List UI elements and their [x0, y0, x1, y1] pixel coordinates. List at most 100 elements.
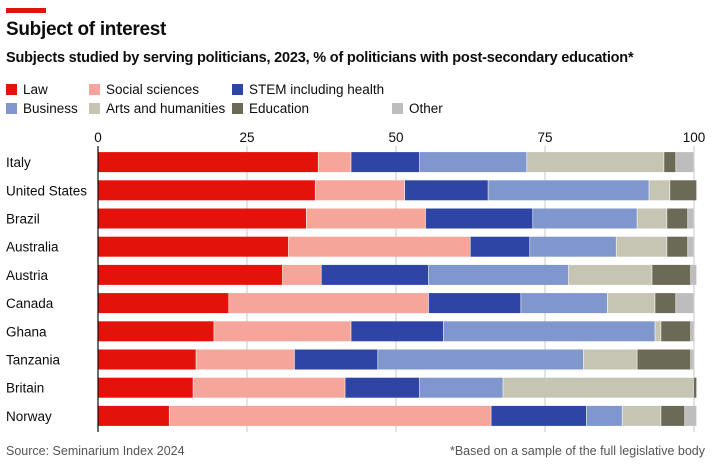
bar-social — [193, 377, 345, 398]
x-tick-label-100: 100 — [683, 130, 706, 145]
bar-business — [586, 405, 622, 426]
bar-arts — [622, 405, 661, 426]
bar-arts — [637, 208, 667, 229]
bar-law — [98, 236, 289, 257]
bar-other — [688, 208, 694, 229]
bar-other — [691, 321, 694, 342]
category-label: United States — [6, 183, 87, 198]
legend-item-arts-humanities: Arts and humanities — [89, 101, 225, 116]
legend-item-business: Business — [6, 101, 78, 116]
bar-business — [521, 293, 607, 314]
bar-social — [214, 321, 351, 342]
bar-business — [530, 236, 616, 257]
bar-business — [488, 180, 649, 201]
legend-item-law: Law — [6, 82, 48, 97]
bar-business — [419, 152, 527, 173]
bar-business — [378, 349, 584, 370]
bar-education — [661, 405, 685, 426]
bar-other — [691, 349, 694, 370]
category-label: Tanzania — [6, 353, 61, 368]
legend-item-other: Other — [392, 101, 443, 116]
legend-item-education: Education — [232, 101, 309, 116]
bar-arts — [503, 377, 694, 398]
category-label: Australia — [6, 240, 59, 255]
bar-social — [315, 180, 405, 201]
legend-label-other: Other — [409, 101, 443, 116]
category-label: Austria — [6, 268, 49, 283]
category-label: Ghana — [6, 324, 47, 339]
bar-law — [98, 377, 193, 398]
bar-social — [229, 293, 429, 314]
category-label: Italy — [6, 155, 31, 170]
bar-education — [667, 208, 688, 229]
x-tick-label-50: 50 — [388, 130, 403, 145]
bar-stem — [321, 264, 429, 285]
bar-stem — [428, 293, 521, 314]
bar-social — [169, 405, 491, 426]
bar-law — [98, 349, 196, 370]
legend-swatch-business — [6, 103, 17, 114]
x-tick-label-75: 75 — [537, 130, 552, 145]
legend-swatch-social-sciences — [89, 84, 100, 95]
legend-swatch-arts-humanities — [89, 103, 100, 114]
bar-stem — [470, 236, 530, 257]
legend-swatch-stem — [232, 84, 243, 95]
bar-education — [637, 349, 691, 370]
bar-social — [306, 208, 426, 229]
bar-education — [670, 180, 697, 201]
bar-arts — [655, 321, 661, 342]
bar-other — [685, 405, 697, 426]
bar-stem — [404, 180, 488, 201]
bar-stem — [351, 321, 444, 342]
category-label: Britain — [6, 381, 44, 396]
bar-business — [428, 264, 569, 285]
bar-business — [443, 321, 655, 342]
bar-education — [655, 293, 676, 314]
category-label: Canada — [6, 296, 54, 311]
bar-social — [318, 152, 351, 173]
bar-social — [196, 349, 295, 370]
x-tick-label-25: 25 — [239, 130, 254, 145]
bar-other — [691, 264, 697, 285]
legend-label-education: Education — [249, 101, 310, 116]
bar-education — [667, 236, 688, 257]
chart-title: Subject of interest — [6, 19, 167, 40]
legend-label-law: Law — [23, 82, 48, 97]
bar-education — [661, 321, 691, 342]
bar-law — [98, 180, 315, 201]
footnote: *Based on a sample of the full legislati… — [449, 444, 705, 458]
legend-swatch-education — [232, 103, 243, 114]
category-label: Brazil — [6, 212, 40, 227]
bar-arts — [607, 293, 655, 314]
bar-other — [688, 236, 694, 257]
bar-arts — [568, 264, 652, 285]
bar-education — [652, 264, 691, 285]
bar-law — [98, 293, 229, 314]
source-note: Source: Seminarium Index 2024 — [6, 444, 185, 458]
legend-label-social-sciences: Social sciences — [106, 82, 200, 97]
bar-education — [694, 377, 697, 398]
bar-stem — [491, 405, 587, 426]
legend-swatch-law — [6, 84, 17, 95]
brand-accent-bar — [6, 8, 46, 13]
bar-stem — [425, 208, 533, 229]
legend-item-stem: STEM including health — [232, 82, 384, 97]
bar-arts — [616, 236, 667, 257]
category-label: Norway — [6, 409, 52, 424]
bar-other — [676, 293, 694, 314]
legend-label-stem: STEM including health — [249, 82, 385, 97]
legend-label-business: Business — [23, 101, 78, 116]
bar-stem — [345, 377, 420, 398]
legend-swatch-other — [392, 103, 403, 114]
bar-arts — [649, 180, 670, 201]
bar-law — [98, 152, 318, 173]
legend-label-arts-humanities: Arts and humanities — [106, 101, 226, 116]
bar-arts — [527, 152, 664, 173]
bar-law — [98, 405, 169, 426]
x-tick-label-0: 0 — [94, 130, 102, 145]
bar-other — [676, 152, 694, 173]
chart-subtitle: Subjects studied by serving politicians,… — [6, 50, 634, 66]
bar-arts — [583, 349, 637, 370]
legend-item-social-sciences: Social sciences — [89, 82, 199, 97]
